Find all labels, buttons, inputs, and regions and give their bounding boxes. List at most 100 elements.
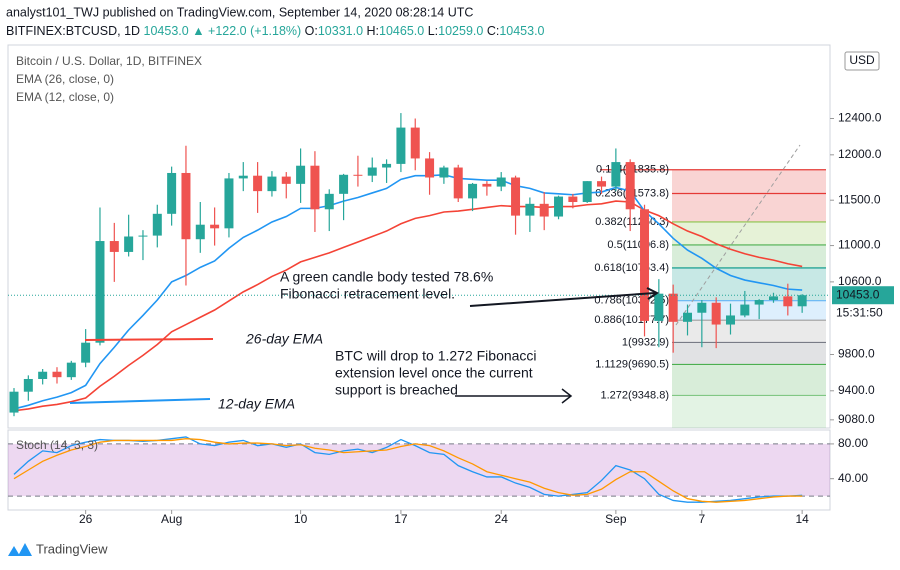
candle-body	[138, 235, 148, 237]
x-tick-label: Aug	[161, 512, 182, 526]
quote-part: 10453.0	[144, 24, 193, 38]
fib-label: 0.5(11006.8)	[607, 239, 669, 251]
candle-body	[754, 300, 764, 305]
stoch-name: Stoch (14, 3, 3)	[16, 438, 98, 452]
stoch-tick-label: 40.00	[838, 471, 868, 485]
legend-title: Bitcoin / U.S. Dollar, 1D, BITFINEX	[16, 54, 202, 68]
legend-ema26: EMA (26, close, 0)	[16, 72, 114, 86]
fib-label: 1.272(9348.8)	[601, 389, 670, 401]
annotation: 26-day EMA	[245, 331, 323, 347]
ema-line	[13, 200, 803, 412]
candle-body	[511, 177, 521, 216]
candle-body	[582, 181, 592, 203]
fib-band	[672, 342, 826, 365]
candle-body	[396, 127, 406, 164]
arrow1-head	[646, 287, 659, 300]
candle-body	[740, 304, 750, 316]
fib-band	[672, 395, 826, 428]
fib-band	[672, 193, 826, 222]
fib-band	[672, 221, 826, 245]
x-tick-label: 10	[294, 512, 308, 526]
ema-line	[13, 173, 803, 410]
candle-body	[683, 312, 693, 322]
candle-body	[253, 175, 263, 192]
candle-body	[697, 302, 707, 313]
annotation-text: 12-day EMA	[218, 396, 295, 412]
candle-body	[23, 378, 33, 392]
candle-body	[525, 203, 535, 216]
candle-body	[9, 391, 19, 413]
candle-body	[496, 177, 506, 187]
y-tick-label: 10600.0	[838, 274, 882, 288]
candle-body	[568, 196, 578, 203]
publisher: analyst101_TWJ published on TradingView.…	[6, 5, 473, 19]
x-tick-label: 26	[79, 512, 93, 526]
annotation-text: 26-day EMA	[245, 331, 323, 347]
currency-box[interactable]	[844, 51, 880, 71]
countdown: 15:31:50	[836, 305, 883, 319]
stoch-pane	[7, 429, 831, 511]
annotation-text: BTC will drop to 1.272 Fibonacci	[335, 348, 537, 364]
candle-body	[797, 295, 807, 307]
candle-body	[554, 196, 564, 217]
annotation: 12-day EMA	[218, 396, 295, 412]
currency[interactable]: USD	[849, 53, 875, 67]
quote-part: H:	[367, 24, 380, 38]
candle-body	[640, 209, 650, 321]
fib-band	[672, 364, 826, 396]
candle-body	[238, 175, 248, 179]
candle-body	[468, 183, 478, 199]
candle-body	[167, 172, 177, 214]
candle-body	[310, 165, 320, 210]
annotation-text: support is breached	[335, 382, 458, 398]
x-tick-label: 17	[394, 512, 408, 526]
candle-body	[339, 174, 349, 194]
logo-text: TradingView	[36, 541, 108, 556]
y-tick-label: 12400.0	[838, 111, 882, 125]
annotation-text: Fibonacci retracement level.	[280, 286, 455, 302]
annotation: A green candle body tested 78.6%Fibonacc…	[280, 269, 493, 302]
candle-body	[353, 174, 363, 176]
candle-body	[668, 293, 678, 322]
quote-part: 10465.0	[379, 24, 428, 38]
ema12-pointer	[69, 398, 211, 404]
candle-body	[482, 183, 492, 187]
price-pane	[7, 44, 831, 429]
candle-body	[210, 224, 220, 229]
fib-label: 0.886(10177.7)	[594, 314, 669, 326]
y-tick-label: 9400.0	[838, 383, 875, 397]
fib-label: 1(9932.9)	[622, 336, 669, 348]
y-tick-label: 11500.0	[838, 192, 881, 206]
y-tick-label: 11000.0	[838, 238, 881, 252]
candle-body	[95, 241, 105, 343]
fib-band	[672, 169, 826, 194]
y-tick-label: 12000.0	[838, 147, 882, 161]
quote-part: 10259.0	[438, 24, 487, 38]
candle-body	[124, 236, 134, 252]
ema26-pointer	[84, 338, 214, 341]
candle-body	[711, 302, 721, 325]
y-tick-label: 9080.0	[838, 412, 875, 426]
stoch-band	[8, 443, 830, 497]
candle-body	[195, 224, 205, 240]
candle-body	[367, 167, 377, 176]
x-tick-label: Sep	[605, 512, 627, 526]
candle-body	[38, 371, 48, 379]
candle-body	[52, 371, 62, 378]
quote-line: BITFINEX:BTCUSD, 1D 10453.0 ▲ +122.0 (+1…	[6, 24, 545, 38]
candle-body	[81, 342, 91, 363]
logo	[8, 543, 32, 556]
candle-body	[181, 172, 191, 240]
candle-body	[654, 293, 664, 321]
annotation-text: A green candle body tested 78.6%	[280, 269, 493, 285]
last-price-text: 10453.0	[836, 287, 880, 301]
fib-label: 0.382(11260.3)	[595, 216, 669, 228]
quote-part: 10453.0	[499, 24, 544, 38]
candle-body	[267, 176, 277, 192]
quote-part: O:	[305, 24, 318, 38]
quote-part: ▲ +122.0 (+1.18%)	[192, 24, 304, 38]
y-tick-label: 9800.0	[838, 347, 875, 361]
candle-body	[152, 213, 162, 236]
stoch-tick-label: 80.00	[838, 436, 868, 450]
